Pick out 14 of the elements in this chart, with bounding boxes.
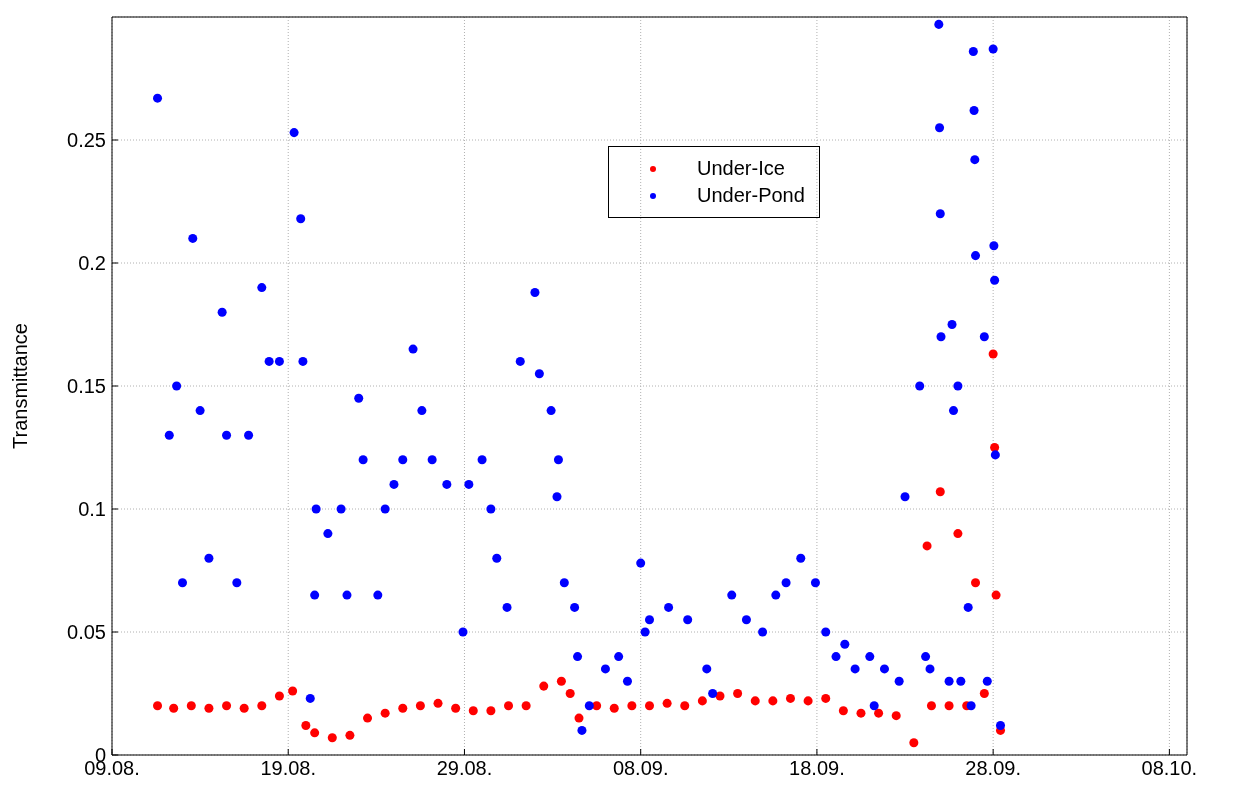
- x-tick-label: 19.08.: [260, 757, 317, 780]
- x-tick-label: 08.09.: [612, 757, 669, 780]
- x-tick-label: 29.08.: [436, 757, 493, 780]
- y-tick-label: 0.15: [67, 375, 106, 398]
- legend-label: Under-Ice: [697, 157, 785, 180]
- y-axis-title: Transmittance: [9, 323, 32, 449]
- y-tick-label: 0.25: [67, 129, 106, 152]
- x-tick-label: 08.10.: [1141, 757, 1198, 780]
- y-tick-label: 0.2: [78, 252, 106, 275]
- x-tick-label: 18.09.: [789, 757, 845, 780]
- legend-label: Under-Pond: [697, 184, 805, 207]
- y-tick-label: 0.05: [67, 621, 106, 644]
- x-tick-label: 28.09.: [965, 757, 1021, 780]
- y-tick-label: 0.1: [78, 498, 106, 521]
